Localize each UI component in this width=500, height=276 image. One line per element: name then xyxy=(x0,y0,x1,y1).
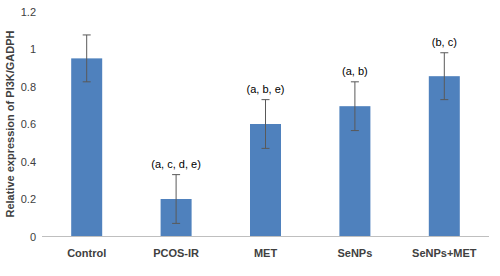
chart-container: 0 0.2 0.4 0.6 0.8 1 1.2 Relative expression of … xyxy=(0,0,500,276)
annotation: (b, c) xyxy=(432,36,457,48)
y-tick-label: 0.8 xyxy=(21,81,36,93)
y-tick xyxy=(38,236,42,237)
annotation: (a, b) xyxy=(342,65,368,77)
y-tick-label: 0.6 xyxy=(21,118,36,130)
error-bar xyxy=(351,82,359,131)
y-axis-title: Relative expression of PI3K/GADPH xyxy=(4,30,16,217)
x-tick-label: SeNPs xyxy=(337,247,372,259)
annotation: (a, c, d, e) xyxy=(151,158,201,170)
y-tick-label: 1 xyxy=(30,43,36,55)
y-tick-label: 0 xyxy=(30,231,36,243)
error-bar xyxy=(262,100,270,149)
bar xyxy=(71,58,102,236)
y-tick xyxy=(38,11,42,12)
y-tick xyxy=(38,199,42,200)
chart-svg: 0 0.2 0.4 0.6 0.8 1 1.2 Relative expression of … xyxy=(0,0,500,276)
error-bar xyxy=(440,53,448,100)
x-tick-label: MET xyxy=(254,247,278,259)
x-tick-label: PCOS-IR xyxy=(153,247,199,259)
y-tick xyxy=(38,49,42,50)
y-tick-label: 0.2 xyxy=(21,193,36,205)
y-tick xyxy=(38,86,42,87)
x-axis-line xyxy=(42,236,489,237)
y-tick-label: 0.4 xyxy=(21,156,36,168)
x-tick-label: Control xyxy=(67,247,106,259)
annotation: (a, b, e) xyxy=(247,83,285,95)
y-tick xyxy=(38,124,42,125)
bars xyxy=(71,35,460,237)
x-tick-label: SeNPs+MET xyxy=(412,247,477,259)
error-bar xyxy=(83,35,91,82)
bar xyxy=(429,76,460,236)
y-tick xyxy=(38,161,42,162)
error-bar xyxy=(172,175,180,224)
y-tick-label: 1.2 xyxy=(21,6,36,18)
